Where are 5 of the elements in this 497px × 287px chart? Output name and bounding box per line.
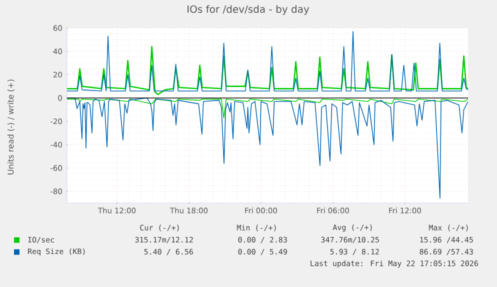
line-series [67, 46, 468, 96]
line-series [67, 98, 468, 118]
y-axis-title: Units read (-) / write (+) [7, 80, 15, 174]
chart-title: IOs for /dev/sda - by day [188, 5, 310, 15]
line-series [67, 31, 468, 92]
